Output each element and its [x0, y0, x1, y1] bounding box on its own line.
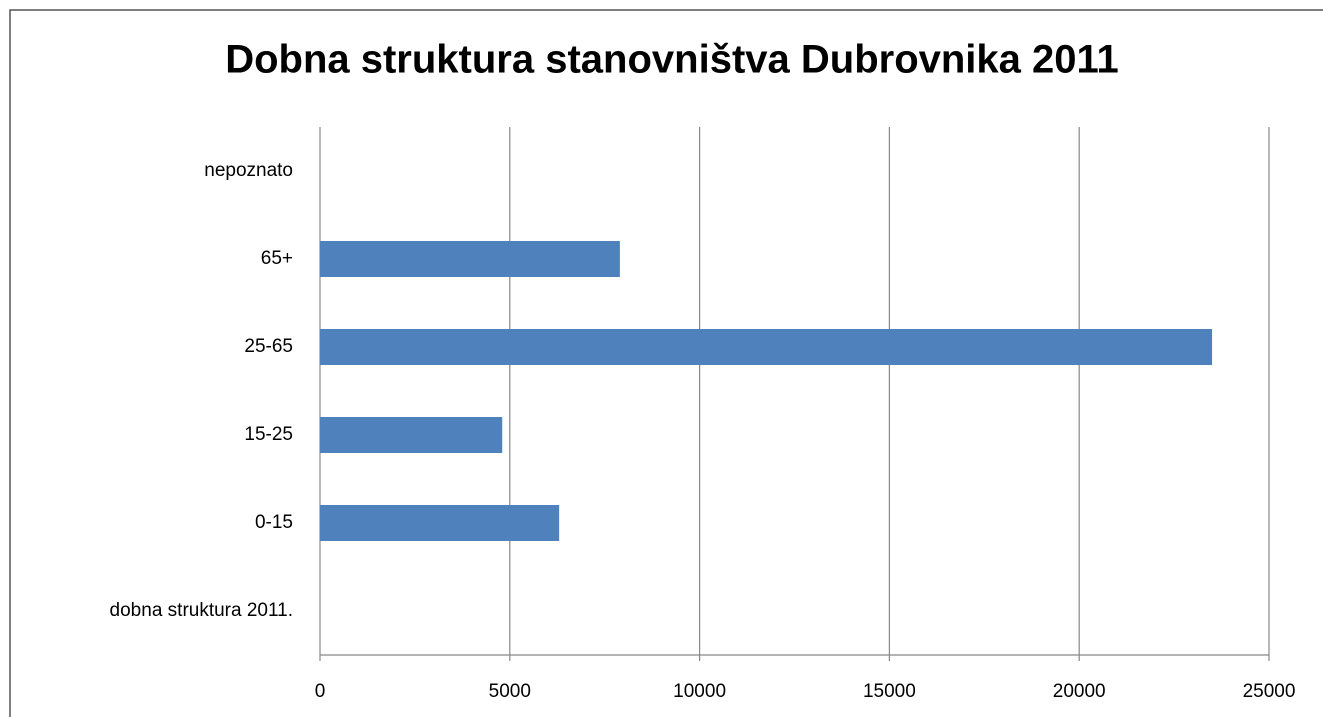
bar: [320, 505, 560, 541]
y-tick-label: dobna struktura 2011.: [110, 600, 293, 621]
y-tick-label: nepoznato: [204, 160, 293, 181]
x-tick-label: 15000: [863, 681, 916, 702]
y-tick-label: 15-25: [244, 424, 293, 445]
y-tick-label: 0-15: [255, 512, 293, 533]
x-tick-label: 0: [315, 681, 326, 702]
chart-title: Dobna struktura stanovništva Dubrovnika …: [225, 38, 1119, 82]
x-tick-label: 10000: [673, 681, 726, 702]
y-tick-label: 25-65: [244, 336, 293, 357]
x-tick-label: 20000: [1053, 681, 1106, 702]
x-tick-label: 25000: [1243, 681, 1296, 702]
x-tick-label: 5000: [489, 681, 531, 702]
bar: [320, 329, 1213, 365]
bar: [320, 241, 620, 277]
bar: [320, 417, 503, 453]
y-tick-label: 65+: [261, 248, 293, 269]
